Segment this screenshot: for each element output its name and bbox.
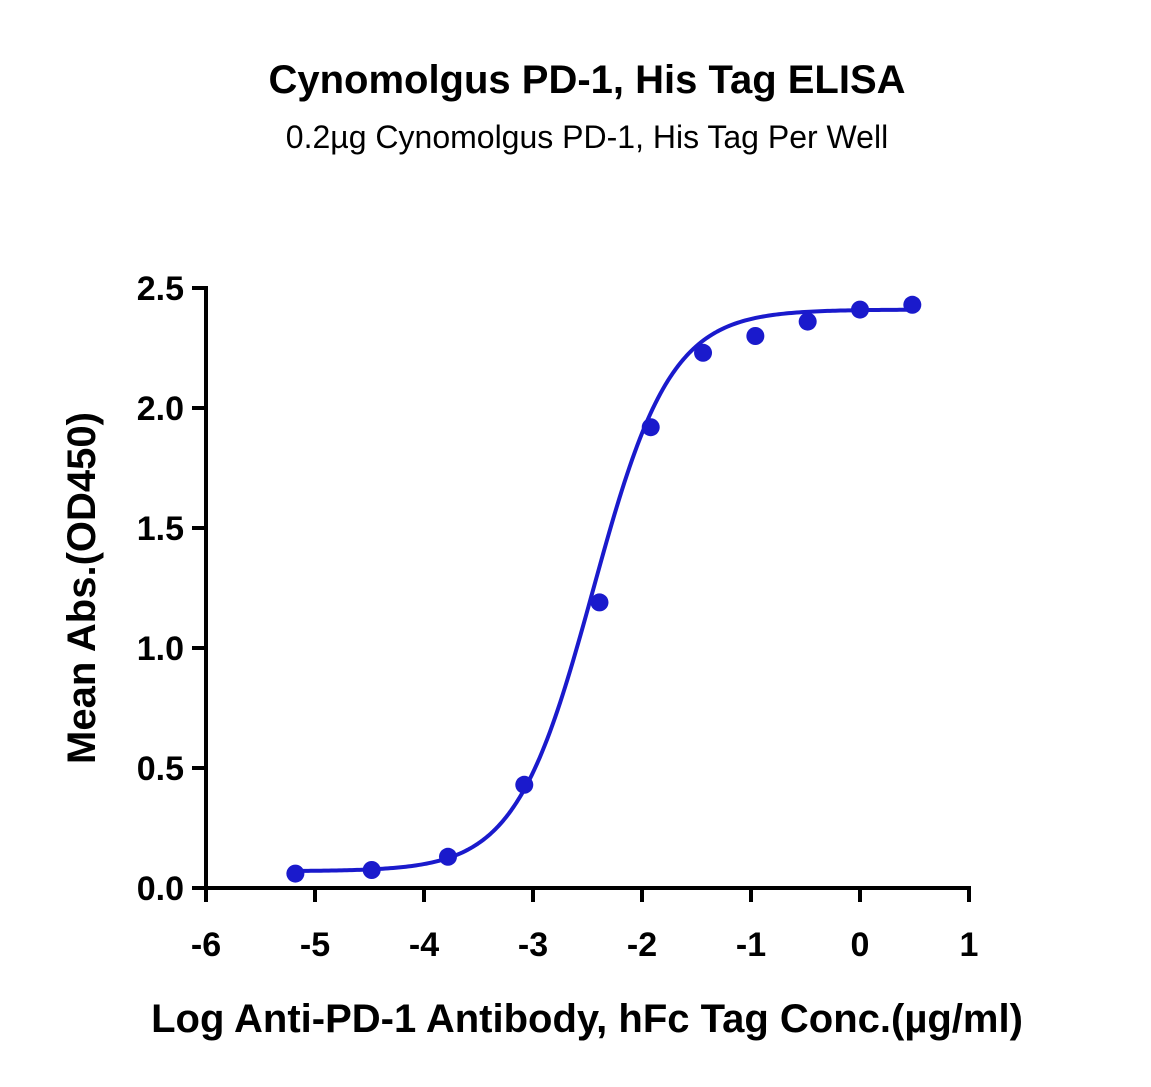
x-tick-label: -3	[518, 926, 548, 964]
x-tick-label: -2	[627, 926, 657, 964]
plot-area: 0.0 0.5 1.0 1.5 2.0 2.5 -6 -5 -4 -3 -2 -1 0 1	[137, 270, 979, 964]
y-tick-label: 2.5	[137, 270, 184, 308]
data-point	[746, 327, 765, 345]
data-point	[641, 418, 660, 437]
data-point	[903, 295, 922, 314]
x-tick-label: -4	[409, 926, 439, 964]
fit-curve-line	[293, 307, 915, 873]
x-tick-label: -1	[736, 926, 766, 964]
y-tick-label: 0.0	[137, 870, 184, 908]
chart-title: Cynomolgus PD-1, His Tag ELISA	[268, 58, 905, 102]
x-axis-title: Log Anti-PD-1 Antibody, hFc Tag Conc.(µg…	[151, 997, 1023, 1041]
y-tick-label: 1.5	[137, 510, 184, 548]
y-tick-label: 2.0	[137, 390, 184, 428]
data-point	[851, 300, 869, 319]
y-tick-label: 0.5	[137, 750, 184, 788]
x-tick-label: 0	[851, 926, 870, 964]
data-point	[286, 864, 305, 883]
data-point	[694, 343, 713, 362]
x-tick-label: 1	[960, 926, 979, 964]
data-point	[362, 861, 381, 879]
y-tick-label: 1.0	[137, 630, 184, 668]
x-tick-label: -6	[191, 926, 221, 964]
data-point	[590, 593, 609, 612]
chart-subtitle: 0.2µg Cynomolgus PD-1, His Tag Per Well	[286, 119, 888, 155]
x-tick-label: -5	[300, 926, 330, 964]
data-point	[798, 312, 817, 331]
data-point	[438, 847, 457, 866]
data-point	[515, 775, 534, 794]
y-axis-title: Mean Abs.(OD450)	[60, 412, 104, 764]
